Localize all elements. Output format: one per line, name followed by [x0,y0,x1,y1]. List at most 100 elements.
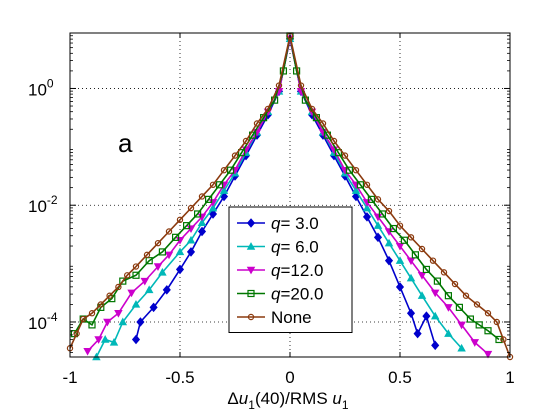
data-point [330,137,338,145]
x-axis-title-prefix: Δ [227,389,238,408]
data-point [395,242,405,251]
data-point [430,311,440,320]
data-point [345,166,353,174]
data-point [395,282,405,292]
data-point [444,329,453,337]
data-point [194,210,202,218]
data-point [275,82,283,89]
data-point [94,336,103,344]
data-point [186,235,196,244]
data-point [172,233,180,241]
data-point [118,317,128,326]
legend-label: q=12.0 [271,261,323,280]
data-point [220,166,228,174]
tick-marks [69,33,511,357]
y-tick-label: 100 [28,76,54,99]
data-point [73,330,80,337]
data-point [231,152,239,159]
data-point [164,251,174,260]
x-axis-title-sub: 1 [248,398,255,412]
data-point [154,239,162,247]
data-point [114,309,123,318]
data-point [422,265,430,274]
data-point [470,339,480,347]
data-point [209,181,217,188]
data-point [197,226,207,237]
legend-item: q=20.0 [237,285,323,304]
data-point [264,105,272,113]
data-point [440,269,448,276]
data-point [362,212,372,222]
data-point [362,203,372,212]
data-point [242,137,250,145]
data-point [493,318,500,326]
data-point [396,222,404,229]
data-point [175,247,185,256]
data-point [363,181,371,188]
x-axis-title-var: u [239,389,249,408]
data-point [444,292,452,300]
data-point [495,335,503,344]
data-point [198,193,206,200]
data-point [418,245,426,253]
legend-label: q= 3.0 [271,214,319,233]
data-point [132,271,140,279]
data-point [103,318,112,327]
data-point [106,292,113,299]
x-axis-title-var2: u [332,389,342,408]
x-tick-label: 0.5 [388,368,412,387]
legend-label: q=20.0 [271,285,323,304]
y-tick-label: 10-2 [28,193,58,216]
data-point [475,321,483,329]
data-point [395,256,405,264]
data-point [109,337,119,346]
legend-item: q=12.0 [237,261,323,280]
data-point [384,255,394,266]
data-point [308,105,316,113]
data-point [417,272,427,280]
y-tick-label: 10-4 [28,310,58,333]
data-point [455,303,463,311]
x-tick-label: -0.5 [165,368,194,387]
data-point [473,301,481,308]
data-point [145,257,153,265]
data-point [462,292,470,299]
data-point [406,273,416,282]
x-axis-title: Δu1(40)/RMS u1 [227,389,348,412]
legend-swatch-marker [247,313,255,321]
data-point [253,120,261,127]
data-point [149,302,158,313]
data-point [373,221,383,229]
series-5 [66,32,514,361]
data-point [407,234,415,241]
data-point [484,310,492,317]
legend-item: q= 6.0 [237,238,319,257]
legend-item: None [237,308,312,327]
data-point [208,203,218,212]
legend-item: q= 3.0 [237,214,319,233]
data-point [140,277,150,286]
data-point [115,283,122,291]
data-point [406,257,416,266]
data-point [466,315,474,323]
data-point [457,321,466,330]
data-point [297,82,305,89]
data-point [400,236,408,244]
data-point [88,321,96,329]
legend-swatch-marker [247,289,255,298]
data-point [187,204,195,212]
data-point [413,328,422,339]
data-point [373,232,383,243]
data-point [175,264,185,275]
legend-label: None [271,308,312,327]
data-point [144,285,154,294]
data-point [143,251,151,259]
data-point [483,350,493,359]
data-point [238,149,246,157]
legend-swatch-marker [246,218,256,228]
data-point [123,272,131,279]
data-point [341,152,349,159]
data-point [158,267,167,276]
data-point [83,347,92,356]
data-point [422,311,431,321]
